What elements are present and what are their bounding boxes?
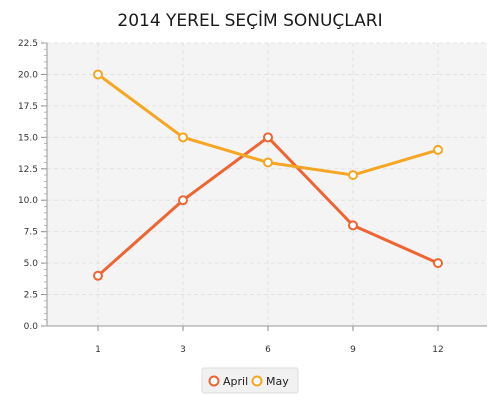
data-point[interactable] — [178, 195, 188, 206]
x-tick-label: 12 — [432, 345, 443, 355]
y-tick-label: 17.5 — [18, 102, 38, 112]
data-point[interactable] — [433, 258, 443, 269]
legend: April May — [201, 367, 299, 394]
x-tick-label: 9 — [350, 345, 356, 355]
y-tick-label: 7.5 — [24, 228, 38, 238]
legend-item-april[interactable]: April — [208, 375, 249, 388]
legend-label: May — [266, 375, 289, 388]
legend-box — [201, 367, 299, 394]
data-point[interactable] — [178, 132, 188, 143]
series-may — [93, 69, 443, 181]
legend-label: April — [223, 375, 248, 388]
x-tick-label: 1 — [95, 345, 101, 355]
data-point[interactable] — [93, 69, 103, 80]
legend-marker-icon — [251, 375, 263, 387]
data-point[interactable] — [348, 220, 358, 231]
legend-marker-icon — [208, 375, 220, 387]
y-tick-label: 2.5 — [24, 291, 38, 301]
x-tick-label: 3 — [180, 345, 186, 355]
legend-item-may[interactable]: May — [251, 375, 290, 388]
data-point[interactable] — [263, 132, 273, 143]
y-tick-label: 10.0 — [18, 196, 38, 206]
y-tick-label: 5.0 — [24, 259, 39, 269]
y-tick-label: 0.0 — [24, 322, 39, 332]
y-tick-label: 15.0 — [18, 133, 38, 143]
series-layer — [93, 69, 443, 281]
y-tick-label: 20.0 — [18, 70, 38, 80]
grid-lines — [47, 42, 487, 326]
data-point[interactable] — [93, 270, 103, 281]
data-point[interactable] — [433, 144, 443, 155]
y-tick-label: 22.5 — [18, 39, 38, 49]
data-point[interactable] — [263, 157, 273, 168]
series-april — [93, 132, 443, 281]
axes: 0.0 2.5 5.0 7.5 10.0 12.5 15.0 17.5 20.0 22.5 1 3 6 9… — [18, 39, 487, 355]
chart-title: 2014 YEREL SEÇİM SONUÇLARI — [117, 10, 382, 31]
x-tick-label: 6 — [265, 345, 271, 355]
data-point[interactable] — [348, 170, 358, 181]
y-tick-label: 12.5 — [18, 165, 38, 175]
